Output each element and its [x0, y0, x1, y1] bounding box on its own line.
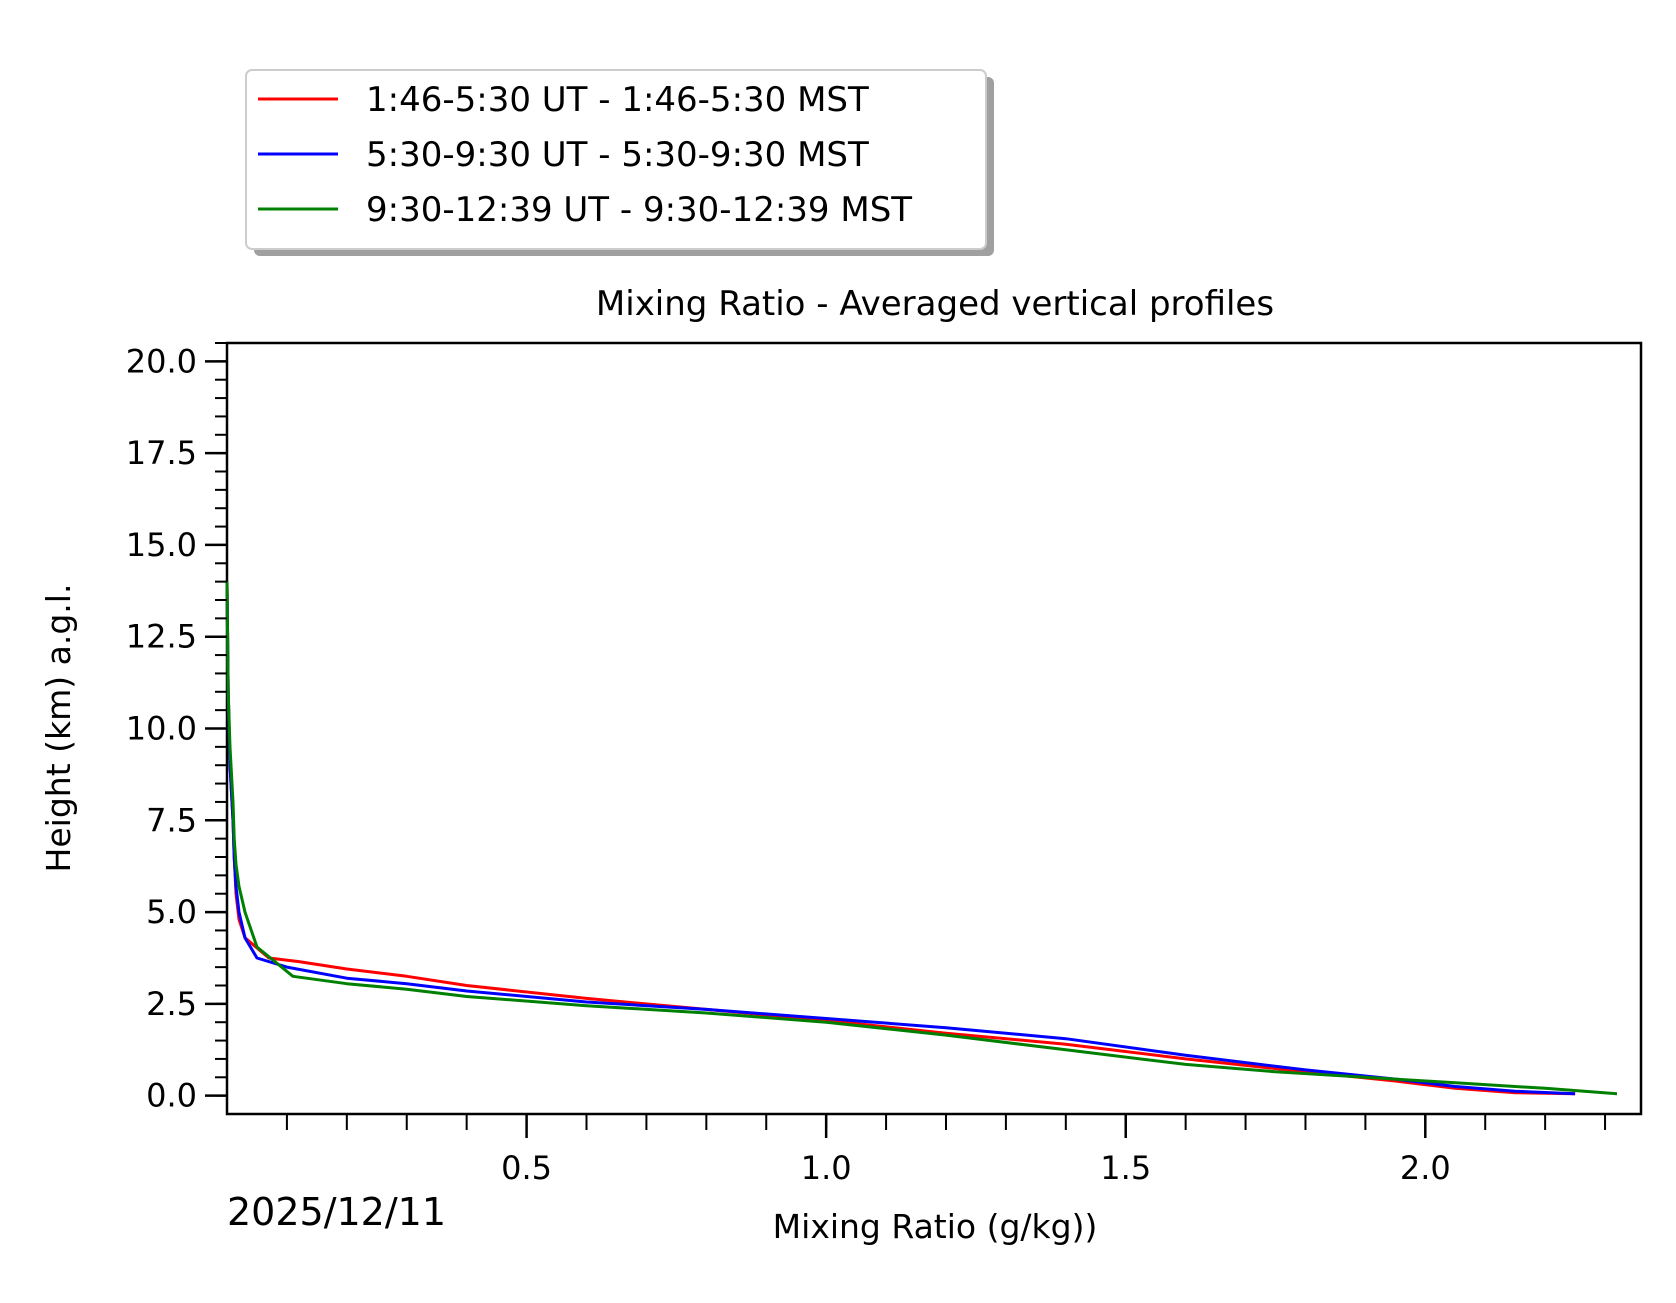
y-tick-label: 10.0 [126, 710, 197, 748]
legend-label-3: 9:30-12:39 UT - 9:30-12:39 MST [366, 190, 912, 230]
y-axis-label: Height (km) a.g.l. [39, 584, 78, 873]
plot-frame [225, 341, 1643, 1116]
series-line-1 [225, 581, 1576, 1096]
y-tick-label: 17.5 [126, 434, 197, 472]
y-axis: 0.0 2.5 5.0 7.5 10.0 12.5 15.0 17.5 20.0 [126, 342, 227, 1115]
y-tick-label: 0.0 [146, 1077, 197, 1115]
y-tick-label: 12.5 [126, 618, 197, 656]
y-tick-label: 2.5 [146, 985, 197, 1023]
series-layer [225, 581, 1618, 1096]
y-tick-label: 15.0 [126, 526, 197, 564]
x-axis-label: Mixing Ratio (g/kg)) [773, 1207, 1098, 1246]
x-tick-label: 0.5 [501, 1149, 552, 1187]
legend: 1:46-5:30 UT - 1:46-5:30 MST 5:30-9:30 UT… [245, 69, 994, 256]
legend-label-2: 5:30-9:30 UT - 5:30-9:30 MST [366, 135, 869, 175]
x-tick-label: 2.0 [1400, 1149, 1451, 1187]
y-tick-label: 5.0 [146, 893, 197, 931]
legend-label-1: 1:46-5:30 UT - 1:46-5:30 MST [366, 80, 869, 120]
legend-box [245, 69, 987, 250]
y-tick-label: 7.5 [146, 801, 197, 839]
chart-title: Mixing Ratio - Averaged vertical profile… [596, 284, 1274, 324]
x-axis: 0.5 1.0 1.5 2.0 [285, 1114, 1607, 1187]
x-tick-label: 1.0 [801, 1149, 852, 1187]
x-tick-label: 1.5 [1100, 1149, 1151, 1187]
series-line-2 [225, 581, 1576, 1096]
date-label: 2025/12/11 [227, 1190, 446, 1234]
y-tick-label: 20.0 [126, 342, 197, 380]
series-line-3 [225, 581, 1618, 1096]
legend-entries: 1:46-5:30 UT - 1:46-5:30 MST 5:30-9:30 UT… [258, 80, 912, 230]
